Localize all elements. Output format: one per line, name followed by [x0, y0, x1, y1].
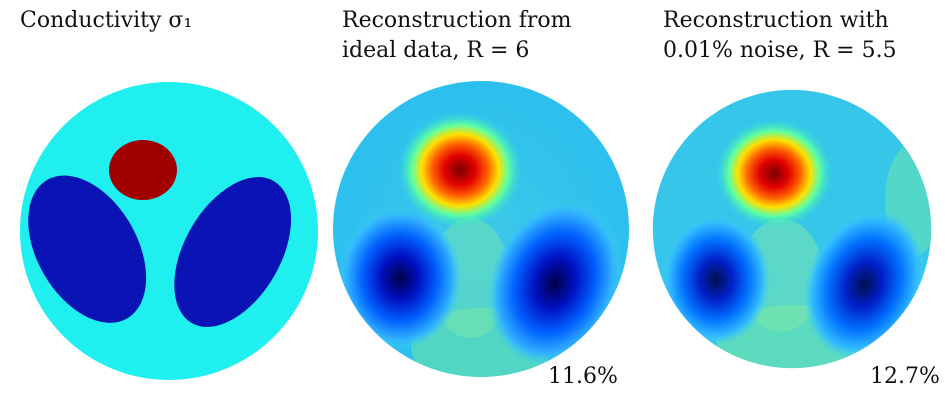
title-line-1: Reconstruction from — [342, 8, 572, 33]
low-conductivity-blob-left — [661, 213, 771, 346]
reconstruction-ideal-image — [333, 81, 629, 377]
inclusion-left-low-conductivity — [28, 175, 147, 323]
title-line-1: Reconstruction with — [663, 8, 889, 33]
low-conductivity-blob-left — [338, 206, 462, 350]
title-line-2: ideal data, R = 6 — [342, 38, 530, 63]
high-conductivity-blob — [398, 112, 522, 228]
title-line-1: Conductivity σ₁ — [20, 8, 193, 33]
conductivity-image — [20, 82, 318, 380]
inclusion-high-conductivity — [109, 140, 177, 200]
inclusion-right-low-conductivity — [174, 177, 292, 327]
panel-title: Conductivity σ₁ — [20, 6, 192, 36]
high-conductivity-blob — [715, 118, 833, 229]
relative-error-label: 11.6% — [548, 364, 618, 389]
panel-title: Reconstruction from ideal data, R = 6 — [342, 6, 572, 66]
low-conductivity-blob-right — [803, 209, 926, 360]
relative-error-label: 12.7% — [870, 364, 940, 389]
low-conductivity-blob-right — [487, 200, 623, 366]
reconstruction-noise-image — [652, 89, 932, 369]
panel-title: Reconstruction with 0.01% noise, R = 5.5 — [663, 6, 897, 66]
title-line-2: 0.01% noise, R = 5.5 — [663, 38, 897, 63]
